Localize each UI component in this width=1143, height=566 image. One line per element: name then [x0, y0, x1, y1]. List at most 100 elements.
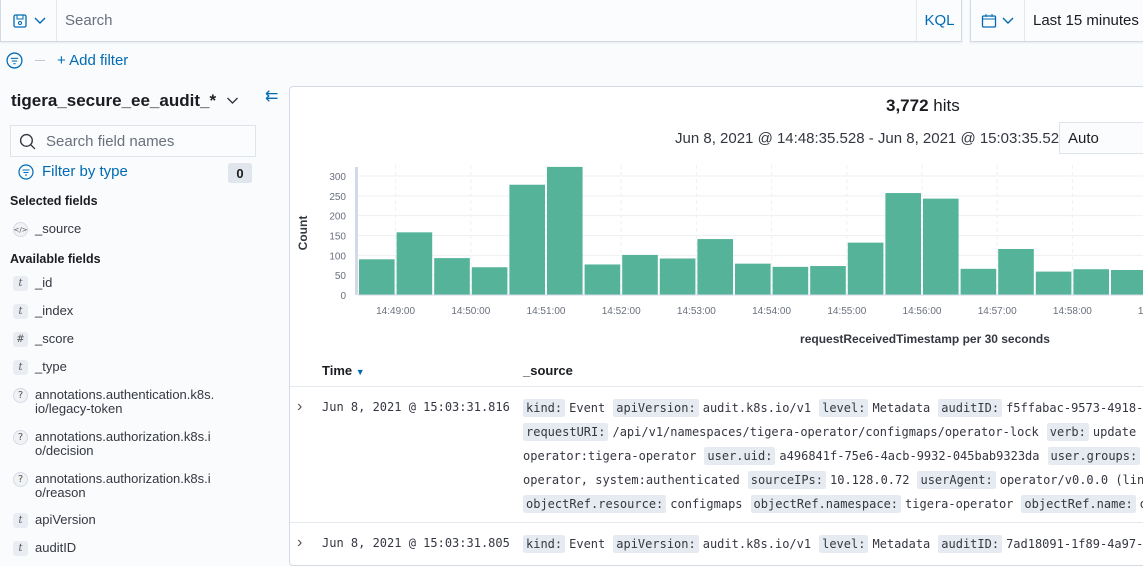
histogram-bar	[1111, 270, 1143, 295]
x-tick-label: 14:54:00	[752, 306, 791, 317]
expand-row-icon[interactable]: ›	[297, 398, 303, 415]
field-key: kind:	[523, 399, 566, 417]
histogram-bar	[998, 248, 1034, 295]
string-type-icon: t	[13, 541, 28, 556]
histogram-bar	[923, 198, 959, 295]
selected-fields-title: Selected fields	[10, 194, 98, 208]
quick-date-button[interactable]	[971, 0, 1025, 41]
add-filter-link[interactable]: + Add filter	[57, 52, 129, 69]
histogram-bar	[471, 267, 508, 295]
available-fields-title: Available fields	[10, 252, 101, 266]
field-value: operator/v0.0.0 (linu	[999, 473, 1143, 487]
field-key: objectRef.name:	[1021, 495, 1136, 513]
y-tick-label: 50	[335, 271, 347, 282]
number-type-icon: #	[13, 332, 28, 347]
filter-menu-icon[interactable]	[6, 52, 23, 69]
field-item[interactable]: ? annotations.authorization.k8s.io/decisi…	[13, 430, 215, 458]
chevron-down-icon	[227, 97, 239, 104]
x-tick-label: 14:57:00	[978, 306, 1017, 317]
expand-row-icon[interactable]: ›	[297, 534, 303, 551]
field-key: user.uid:	[704, 447, 776, 465]
results-panel	[289, 86, 1143, 566]
hits-label: hits	[933, 96, 960, 115]
x-tick-label: 14:52:00	[602, 306, 641, 317]
field-value: Event	[569, 537, 606, 551]
y-tick-label: 150	[329, 232, 346, 243]
field-key: kind:	[523, 535, 566, 553]
date-picker: Last 15 minutes	[970, 0, 1143, 42]
histogram-bar	[584, 264, 621, 295]
field-value: 10.128.0.72	[830, 473, 910, 487]
y-tick-label: 0	[340, 291, 346, 302]
field-key: requestURI:	[523, 423, 609, 441]
histogram-bar	[885, 193, 921, 295]
x-tick-label: 14:49:00	[376, 306, 415, 317]
field-key: user.groups:	[1047, 447, 1141, 465]
saved-query-button[interactable]	[1, 0, 57, 41]
histogram-bar	[396, 232, 433, 295]
code-icon: </>	[13, 222, 28, 237]
field-key: level:	[819, 535, 869, 553]
divider	[35, 60, 45, 61]
sort-down-icon[interactable]: ▼	[355, 367, 365, 377]
document-line: kind: Event apiVersion: audit.k8s.io/v1 leve…	[523, 534, 1143, 554]
kql-toggle-button[interactable]: KQL	[916, 0, 962, 41]
field-key: level:	[819, 399, 869, 417]
index-pattern-selector[interactable]: tigera_secure_ee_audit_*	[11, 91, 239, 111]
field-item[interactable]: t _index	[13, 304, 215, 319]
field-value: a496841f-75e6-4acb-9932-045bab9323da	[779, 449, 1040, 463]
histogram-bar	[735, 263, 771, 295]
time-column-header[interactable]: Time ▼	[322, 363, 365, 378]
time-range-display[interactable]: Last 15 minutes	[1033, 12, 1139, 29]
interval-select[interactable]: Auto	[1059, 122, 1143, 154]
source-column-header: _source	[523, 363, 573, 378]
field-key: sourceIPs:	[747, 471, 826, 489]
filter-icon	[18, 163, 34, 180]
field-name: _source	[35, 221, 82, 236]
filter-count-badge: 0	[228, 163, 252, 183]
field-key: auditID:	[938, 399, 1003, 417]
x-tick-label: 14:53:00	[677, 306, 716, 317]
histogram-bar	[434, 258, 470, 295]
field-item[interactable]: ? annotations.authorization.k8s.io/reason	[13, 472, 215, 500]
field-value: operator:tigera-operator	[523, 449, 697, 463]
field-value: /api/v1/namespaces/tigera-operator/confi…	[612, 425, 1039, 439]
x-tick-label: 14:51:00	[527, 306, 566, 317]
chevron-down-icon	[1002, 17, 1014, 24]
histogram-bar	[697, 239, 733, 295]
field-item[interactable]: # _score	[13, 332, 215, 347]
row-timestamp: Jun 8, 2021 @ 15:03:31.805	[322, 536, 510, 550]
x-tick-label: 14:50:00	[451, 306, 490, 317]
field-item[interactable]: ? annotations.authentication.k8s.io/legac…	[13, 388, 215, 416]
histogram-bar	[359, 259, 395, 295]
field-key: auditID:	[938, 535, 1003, 553]
search-icon	[19, 133, 36, 149]
histogram-bar	[772, 266, 809, 295]
document-line: kind: Event apiVersion: audit.k8s.io/v1 leve…	[523, 398, 1143, 418]
histogram-bar	[547, 166, 583, 295]
string-type-icon: t	[13, 513, 28, 528]
unknown-type-icon: ?	[13, 430, 28, 445]
string-type-icon: t	[13, 276, 28, 291]
filter-bar: + Add filter	[6, 52, 128, 69]
field-value: update	[1092, 425, 1137, 439]
y-tick-label: 200	[329, 212, 346, 223]
field-item[interactable]: t apiVersion	[13, 513, 215, 528]
histogram-bar	[659, 258, 696, 295]
collapse-sidebar-icon[interactable]: ⇇	[265, 88, 279, 105]
field-item[interactable]: t _type	[13, 360, 215, 375]
unknown-type-icon: ?	[13, 388, 28, 403]
field-item[interactable]: t auditID	[13, 541, 215, 556]
search-input[interactable]: Search	[65, 12, 113, 29]
field-search-input[interactable]: Search field names	[10, 125, 256, 157]
save-icon	[12, 13, 27, 28]
row-divider	[290, 522, 1143, 523]
y-axis-line	[355, 167, 358, 295]
field-name: _index	[35, 303, 74, 318]
field-search-placeholder: Search field names	[46, 132, 175, 150]
field-name: annotations.authorization.k8s.io/reason	[35, 471, 211, 500]
x-axis-label: requestReceivedTimestamp per 30 seconds	[800, 332, 1050, 346]
field-item[interactable]: t _id	[13, 276, 215, 291]
filter-by-type-button[interactable]: Filter by type	[18, 163, 128, 180]
field-item-source[interactable]: </> _source	[13, 222, 81, 237]
